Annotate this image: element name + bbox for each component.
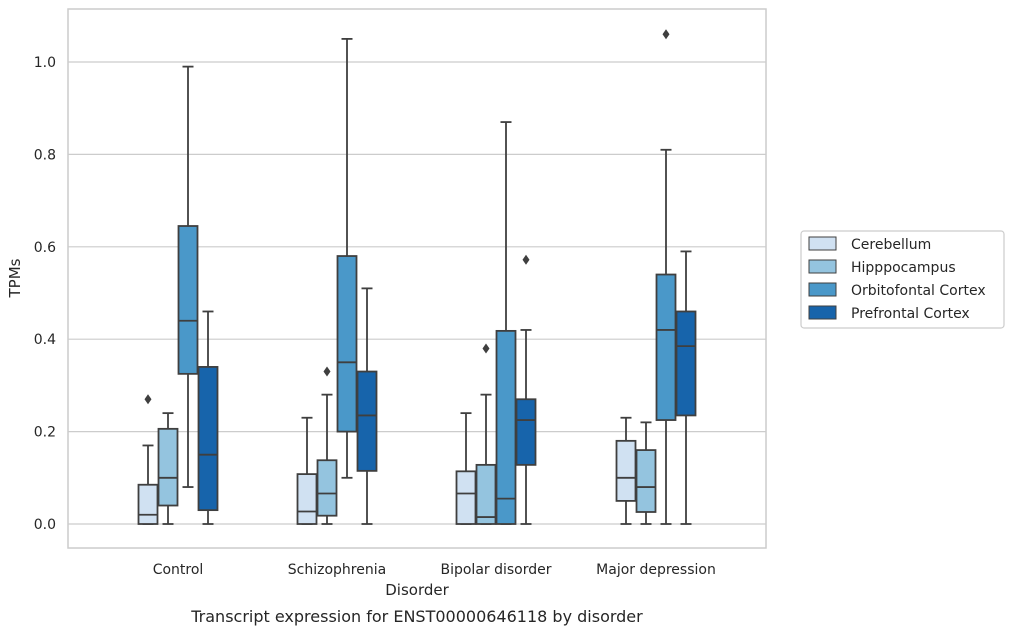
box-cerebellum [455, 412, 477, 525]
x-axis-ticks: Control Schizophrenia Bipolar disorder Majo… [153, 562, 716, 578]
legend: Cerebellum Hipppocampus Orbitofontal Corte… [800, 230, 1005, 329]
box-iqr [515, 398, 537, 466]
x-tick-label: Major depression [596, 562, 716, 578]
box-iqr [675, 310, 697, 417]
legend-entry-label: Cerebellum [851, 237, 931, 253]
figure-caption: Transcript expression for ENST0000064611… [190, 607, 643, 626]
box-prefrontal-cortex [356, 287, 378, 525]
box-iqr [495, 329, 517, 525]
box-iqr [197, 366, 219, 512]
box-iqr [336, 255, 358, 433]
box-hipppocampus [635, 421, 657, 525]
box-cerebellum [296, 416, 318, 525]
outlier-point [662, 29, 670, 40]
box-iqr [635, 449, 657, 513]
x-tick-label: Control [153, 562, 204, 578]
y-tick-label: 0.6 [34, 240, 56, 256]
box-orbitofontal-cortex [177, 65, 199, 488]
outlier-point [144, 394, 152, 405]
legend-swatch [808, 305, 837, 320]
legend-swatch [808, 236, 837, 251]
box-iqr [177, 225, 199, 375]
legend-swatch [808, 282, 837, 297]
box-orbitofontal-cortex [495, 121, 517, 525]
box-iqr [137, 483, 159, 525]
x-tick-label: Schizophrenia [288, 562, 386, 578]
box-orbitofontal-cortex [655, 29, 677, 525]
y-tick-label: 0.8 [34, 147, 56, 163]
box-prefrontal-cortex [197, 310, 219, 525]
box-iqr [475, 463, 497, 525]
y-axis-label: TPMs [6, 258, 24, 298]
outlier-point [323, 366, 331, 377]
box-iqr [455, 470, 477, 525]
box-prefrontal-cortex [675, 250, 697, 525]
box-prefrontal-cortex [515, 254, 537, 525]
box-iqr [157, 427, 179, 507]
y-tick-label: 1.0 [34, 55, 56, 71]
legend-entry-label: Prefrontal Cortex [851, 306, 970, 322]
outlier-point [522, 254, 530, 265]
box-iqr [655, 273, 677, 421]
box-cerebellum [615, 416, 637, 525]
y-axis-ticks: 0.0 0.2 0.4 0.6 0.8 1.0 [34, 55, 56, 533]
box-orbitofontal-cortex [336, 38, 358, 479]
outlier-point [482, 343, 490, 354]
x-axis-label: Disorder [385, 581, 449, 599]
y-tick-label: 0.0 [34, 517, 56, 533]
box-hipppocampus [157, 412, 179, 525]
y-tick-label: 0.4 [34, 332, 56, 348]
legend-frame [800, 230, 1005, 329]
box-hipppocampus [316, 366, 338, 525]
legend-swatch [808, 259, 837, 274]
legend-entry-label: Orbitofontal Cortex [851, 283, 986, 299]
box-iqr [296, 473, 318, 525]
box-cerebellum [137, 394, 159, 525]
box-iqr [316, 459, 338, 517]
box-iqr [356, 370, 378, 472]
box-hipppocampus [475, 343, 497, 525]
box-series [137, 29, 697, 525]
x-tick-label: Bipolar disorder [440, 562, 551, 578]
box-iqr [615, 439, 637, 502]
legend-entry-label: Hipppocampus [851, 260, 956, 276]
plot-frame [67, 8, 767, 549]
y-tick-label: 0.2 [34, 425, 56, 441]
